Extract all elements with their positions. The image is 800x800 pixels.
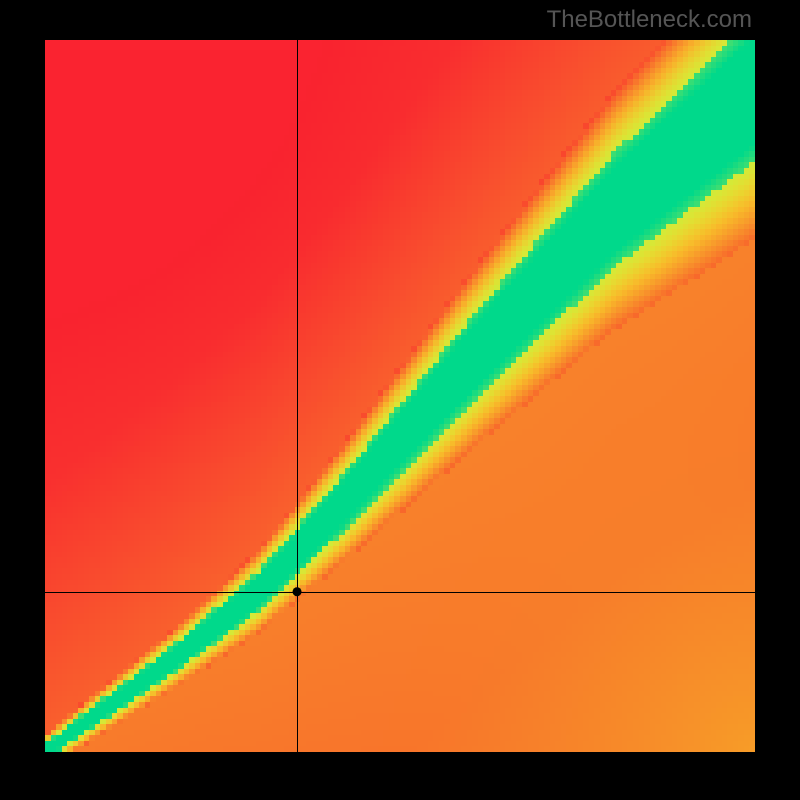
watermark-text: TheBottleneck.com	[547, 6, 752, 34]
heatmap-plot	[0, 0, 800, 800]
chart-container: TheBottleneck.com	[0, 0, 800, 800]
